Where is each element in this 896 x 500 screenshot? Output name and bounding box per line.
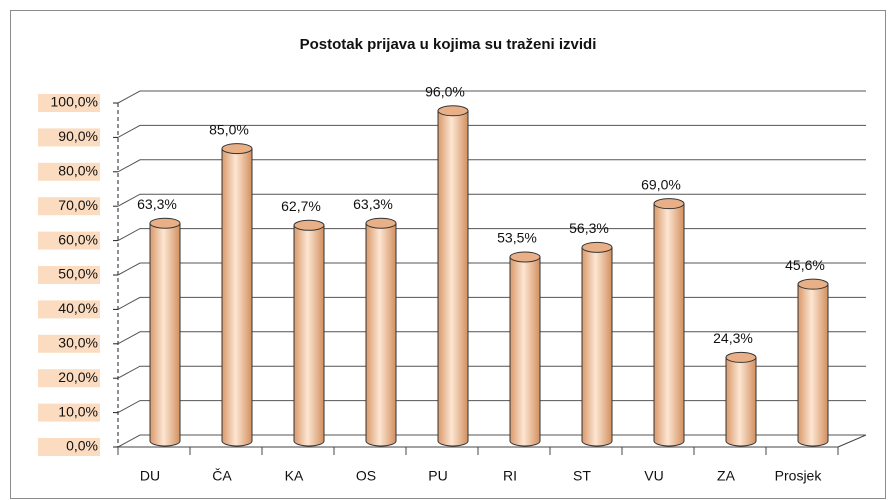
value-label: 24,3% bbox=[713, 330, 753, 346]
x-tick-label: Prosjek bbox=[775, 468, 823, 484]
y-tick-label-bg bbox=[38, 369, 100, 388]
bar bbox=[581, 246, 613, 447]
y-tick-label: 30,0% bbox=[58, 335, 98, 351]
bar bbox=[797, 283, 829, 447]
bar-top bbox=[653, 198, 685, 210]
y-tick-label: 10,0% bbox=[58, 403, 98, 419]
bar bbox=[509, 256, 541, 447]
value-label: 96,0% bbox=[425, 83, 465, 99]
y-tick-label-bg bbox=[38, 128, 100, 147]
bar bbox=[725, 356, 757, 447]
bar-top bbox=[293, 219, 325, 231]
bar bbox=[149, 222, 181, 447]
value-label: 63,3% bbox=[137, 196, 177, 212]
y-tick-label: 90,0% bbox=[58, 128, 98, 144]
value-label: 45,6% bbox=[785, 257, 825, 273]
grid-line bbox=[117, 159, 866, 173]
x-tick-label: ZA bbox=[717, 468, 736, 484]
y-tick-label-bg bbox=[38, 403, 100, 422]
bar-top bbox=[437, 105, 469, 117]
y-tick-label: 50,0% bbox=[58, 266, 98, 282]
grid-line bbox=[117, 400, 866, 414]
x-tick-label: ST bbox=[573, 468, 591, 484]
bar-top bbox=[149, 217, 181, 229]
bar-top bbox=[581, 241, 613, 253]
bar-top bbox=[725, 351, 757, 363]
y-tick-label-bg bbox=[38, 438, 100, 456]
value-label: 63,3% bbox=[353, 196, 393, 212]
grid-line bbox=[117, 193, 866, 207]
bar-top bbox=[365, 217, 397, 229]
grid-line bbox=[117, 331, 866, 345]
floor-side bbox=[837, 434, 867, 448]
grid-line bbox=[117, 296, 866, 310]
bar bbox=[437, 110, 469, 447]
y-tick-label: 100,0% bbox=[51, 94, 98, 110]
x-tick-label: KA bbox=[285, 468, 304, 484]
y-tick-label-bg bbox=[38, 162, 100, 181]
grid-line bbox=[117, 228, 866, 242]
bar bbox=[293, 224, 325, 447]
x-tick-label: VU bbox=[644, 468, 663, 484]
y-tick-label: 0,0% bbox=[66, 438, 98, 454]
x-tick-label: DU bbox=[140, 468, 160, 484]
value-label: 85,0% bbox=[209, 121, 249, 137]
y-tick-label: 60,0% bbox=[58, 231, 98, 247]
bar-top bbox=[221, 143, 253, 155]
y-tick-label-bg bbox=[38, 300, 100, 319]
y-tick-label-bg bbox=[38, 231, 100, 250]
chart-title: Postotak prijava u kojima su traženi izv… bbox=[300, 36, 597, 53]
y-tick-label-bg bbox=[38, 94, 100, 112]
value-label: 62,7% bbox=[281, 198, 321, 214]
y-tick-label-bg bbox=[38, 334, 100, 353]
grid-line bbox=[117, 434, 866, 448]
y-tick-label: 40,0% bbox=[58, 300, 98, 316]
value-label: 53,5% bbox=[497, 230, 537, 246]
y-tick-label: 80,0% bbox=[58, 163, 98, 179]
bar bbox=[365, 222, 397, 447]
bar-top bbox=[797, 278, 829, 290]
y-tick-label-bg bbox=[38, 266, 100, 284]
x-tick-label: RI bbox=[503, 468, 517, 484]
grid-line bbox=[117, 365, 866, 379]
bar bbox=[221, 148, 253, 447]
grid-line bbox=[117, 262, 866, 276]
value-label: 56,3% bbox=[569, 220, 609, 236]
value-label: 69,0% bbox=[641, 176, 681, 192]
y-tick-label: 20,0% bbox=[58, 369, 98, 385]
grid-line bbox=[117, 124, 866, 138]
y-tick-label-bg bbox=[38, 197, 100, 216]
bar bbox=[653, 203, 685, 447]
x-tick-label: ČA bbox=[212, 468, 232, 484]
y-tick-label: 70,0% bbox=[58, 197, 98, 213]
x-tick-label: PU bbox=[428, 468, 447, 484]
x-tick-label: OS bbox=[356, 468, 376, 484]
grid-line bbox=[117, 90, 866, 104]
bar-top bbox=[509, 251, 541, 263]
